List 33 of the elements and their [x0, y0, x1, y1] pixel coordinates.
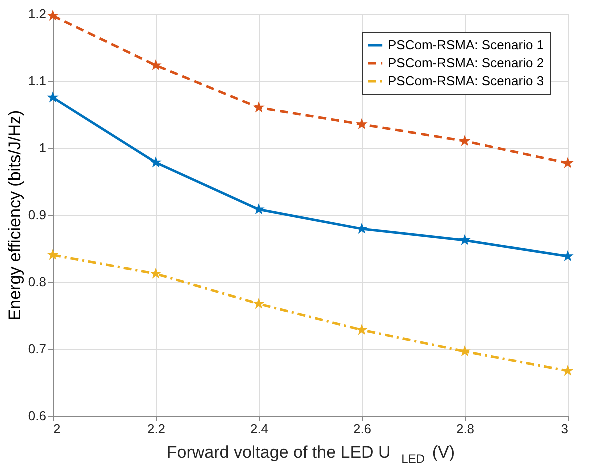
legend-label: PSCom-RSMA: Scenario 1 [388, 38, 544, 52]
y-tick-label: 0.7 [28, 342, 46, 356]
point [459, 135, 471, 146]
y-tick-label: 1.1 [28, 74, 46, 88]
point [253, 102, 265, 113]
point [47, 92, 59, 103]
point [356, 324, 368, 336]
x-tick-label: 2.6 [353, 422, 372, 436]
point [150, 59, 162, 71]
point [459, 234, 471, 246]
point [253, 298, 265, 310]
y-tick-label: 1 [39, 140, 46, 156]
legend-label: PSCom-RSMA: Scenario 2 [388, 56, 544, 70]
y-axis-title: Energy efficiency (bits/J/Hz) [5, 110, 24, 321]
y-tick-label: 0.8 [28, 274, 46, 290]
point [150, 268, 162, 279]
x-tick-label: 2.4 [250, 422, 269, 436]
point [47, 10, 59, 21]
point [562, 250, 574, 262]
y-tick-label: 0.9 [28, 208, 46, 222]
x-tick-label: 3 [561, 422, 568, 436]
x-tick-label: 2.8 [456, 422, 475, 436]
y-tick-label: 0.6 [28, 408, 46, 424]
legend-label: PSCom-RSMA: Scenario 3 [388, 74, 544, 88]
x-tick-label: 2 [54, 422, 61, 436]
point [356, 118, 368, 130]
y-tick-label: 1.2 [28, 6, 46, 22]
point [253, 204, 265, 215]
point [356, 222, 368, 234]
point [150, 156, 162, 168]
x-tick-label: 2.2 [147, 422, 166, 436]
point [47, 249, 59, 260]
point [562, 364, 574, 376]
